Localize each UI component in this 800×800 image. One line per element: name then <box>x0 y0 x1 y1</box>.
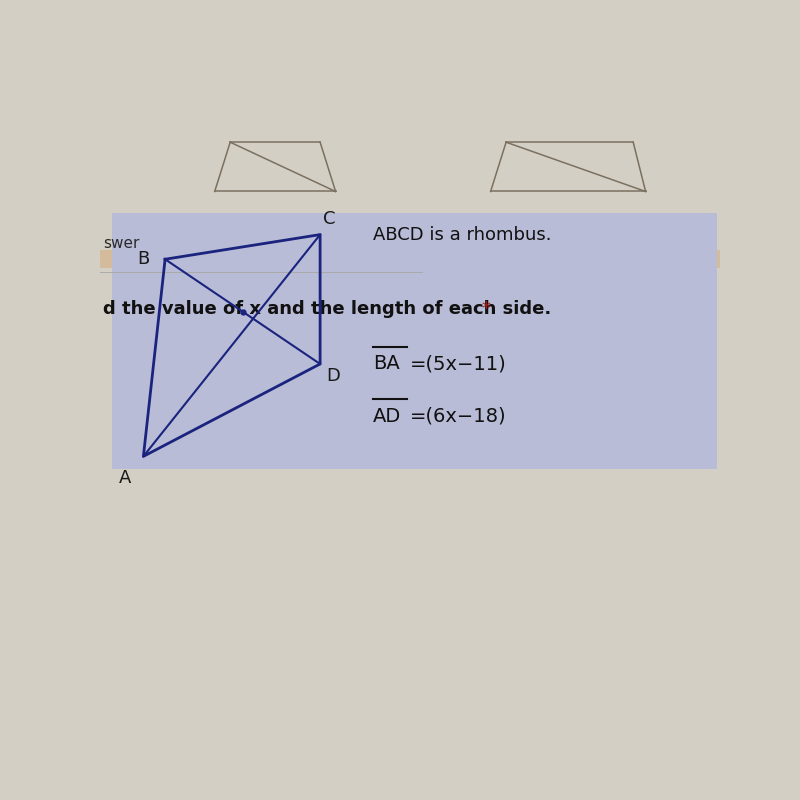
Text: BA: BA <box>373 354 399 374</box>
Text: C: C <box>323 210 336 229</box>
Text: B: B <box>138 250 150 268</box>
Bar <box>112 213 717 469</box>
Text: =(5x−11): =(5x−11) <box>410 354 506 374</box>
Text: =(6x−18): =(6x−18) <box>410 407 506 426</box>
Bar <box>100 250 720 269</box>
Text: D: D <box>326 367 340 385</box>
Text: *: * <box>482 299 490 318</box>
Text: d the value of x and the length of each side.: d the value of x and the length of each … <box>103 299 551 318</box>
Text: ABCD is a rhombus.: ABCD is a rhombus. <box>373 226 551 243</box>
Text: swer: swer <box>103 236 139 251</box>
Text: AD: AD <box>373 407 401 426</box>
Text: A: A <box>118 469 131 486</box>
